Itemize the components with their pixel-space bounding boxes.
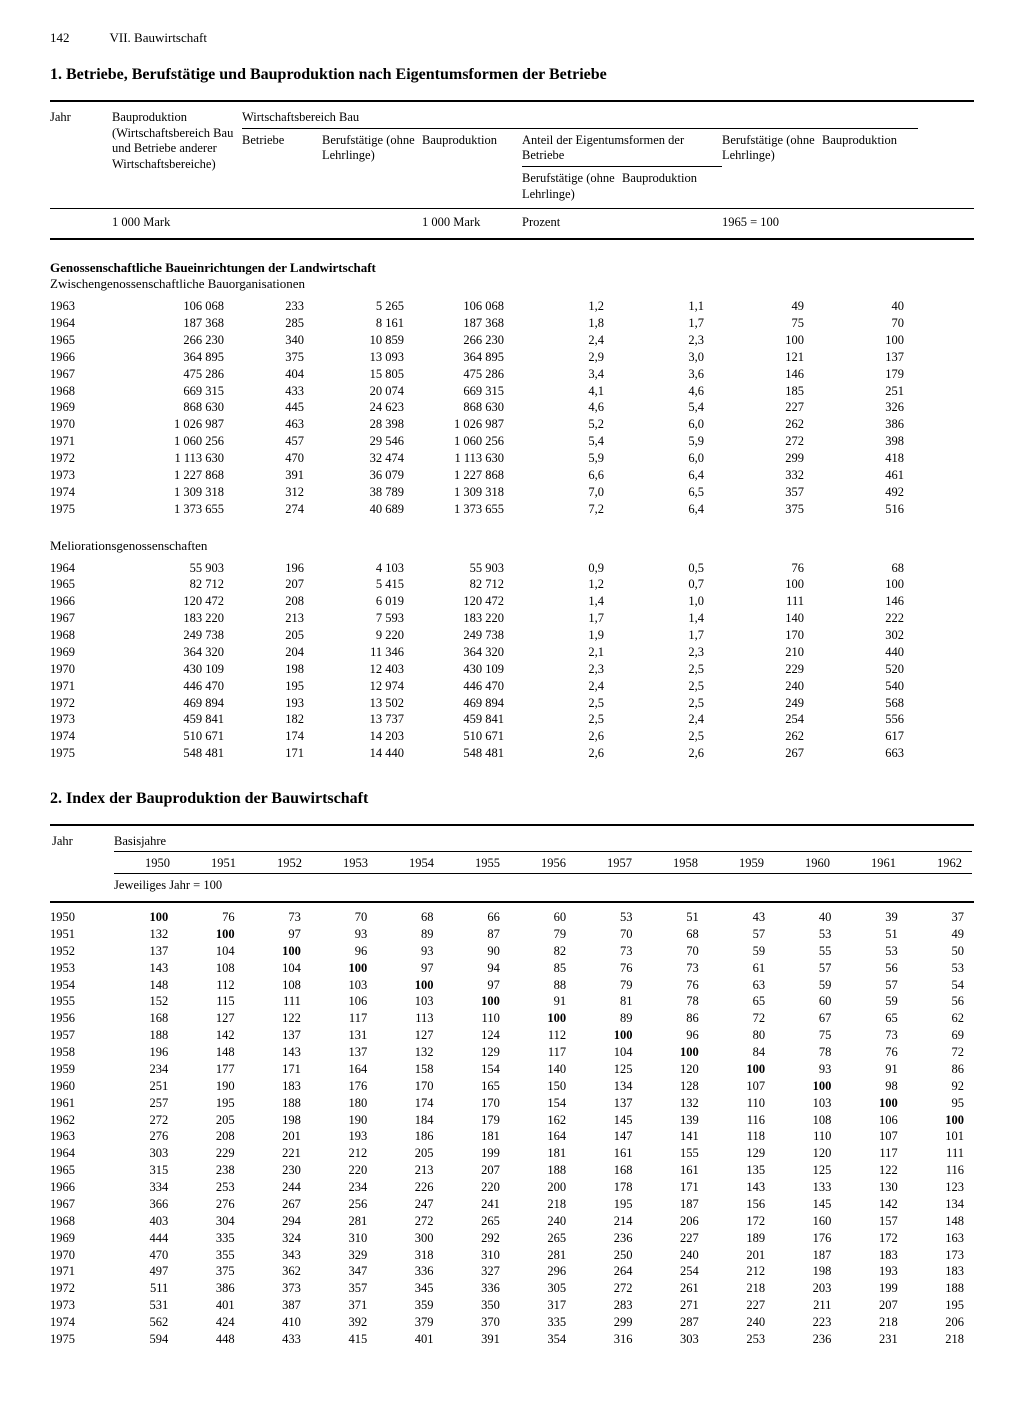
- table2-body: 1950100767370686660535143403937195113210…: [50, 909, 974, 1348]
- table-row: 19721 113 63047032 4741 113 6305,96,0299…: [50, 450, 974, 467]
- col-beruf: Berufstätige (ohne Lehrlinge): [322, 133, 422, 203]
- rule: [50, 100, 974, 102]
- table-row: 1965266 23034010 859266 2302,42,3100100: [50, 332, 974, 349]
- table-row: 195213710410096939082737059555350: [50, 943, 974, 960]
- col-anteil: Anteil der Eigentumsformen der Betriebe …: [522, 133, 722, 203]
- col-jahr: Jahr: [50, 108, 112, 128]
- table-row: 1967183 2202137 593183 2201,71,4140222: [50, 610, 974, 627]
- table-row: 196582 7122075 41582 7121,20,7100100: [50, 576, 974, 593]
- table-row: 1969444335324310300292265236227189176172…: [50, 1230, 974, 1247]
- page-header: 142 VII. Bauwirtschaft: [50, 30, 974, 46]
- table-row: 19701 026 98746328 3981 026 9875,26,0262…: [50, 416, 974, 433]
- table-row: 1967366276267256247241218195187156145142…: [50, 1196, 974, 1213]
- group-a-title: Genossenschaftliche Baueinrichtungen der…: [50, 260, 974, 292]
- table-row: 19571881421371311271241121009680757369: [50, 1027, 974, 1044]
- table-row: 1972511386373357345336305272261218203199…: [50, 1280, 974, 1297]
- table-row: 196455 9031964 10355 9030,90,57668: [50, 560, 974, 577]
- table1-header: Jahr Bauproduktion (Wirtschafts­bereich …: [50, 108, 974, 204]
- table-row: 1960251190183176170165150134128107100989…: [50, 1078, 974, 1095]
- table-row: 1975594448433415401391354316303253236231…: [50, 1331, 974, 1348]
- table-row: 19541481121081031009788797663595754: [50, 977, 974, 994]
- table-row: 1973531401387371359350317283271227211207…: [50, 1297, 974, 1314]
- col-bauprod-total: Bauproduktion (Wirtschafts­bereich Bau u…: [112, 108, 242, 175]
- table-row: 195819614814313713212911710410084787672: [50, 1044, 974, 1061]
- table-row: 1964303229221212205199181161155129120117…: [50, 1145, 974, 1162]
- rule: [50, 238, 974, 240]
- table-row: 1974562424410392379370335299287240223218…: [50, 1314, 974, 1331]
- table-row: 19511321009793898779706857535149: [50, 926, 974, 943]
- table-row: 1968403304294281272265240214206172160157…: [50, 1213, 974, 1230]
- table-row: 1970430 10919812 403430 1092,32,5229520: [50, 661, 974, 678]
- table-row: 1970470355343329318310281250240201187183…: [50, 1247, 974, 1264]
- col-bauprod: Bau­produktion: [422, 133, 522, 203]
- table-row: 1962272205198190184179162145139116108106…: [50, 1112, 974, 1129]
- table-row: 19711 060 25645729 5461 060 2565,45,9272…: [50, 433, 974, 450]
- table-row: 1967475 28640415 805475 2863,43,6146179: [50, 366, 974, 383]
- table-row: 1963106 0682335 265106 0681,21,14940: [50, 298, 974, 315]
- table1-units: 1 000 Mark 1 000 Mark Prozent 1965 = 100: [50, 213, 974, 232]
- table-row: 19751 373 65527440 6891 373 6557,26,4375…: [50, 501, 974, 518]
- table-row: 1953143108104100979485767361575653: [50, 960, 974, 977]
- table-row: 1966334253244234226220200178171143133130…: [50, 1179, 974, 1196]
- table-row: 1969364 32020411 346364 3202,12,3210440: [50, 644, 974, 661]
- col-idx-bauprod: Bau­produktion: [822, 133, 922, 203]
- table-row: 1963276208201193186181164147141118110107…: [50, 1128, 974, 1145]
- table-row: 1975548 48117114 440548 4812,62,6267663: [50, 745, 974, 762]
- table-row: 195515211511110610310091817865605956: [50, 993, 974, 1010]
- table1-group-b: 196455 9031964 10355 9030,90,57668196582…: [50, 560, 974, 763]
- table-row: 1968249 7382059 220249 7381,91,7170302: [50, 627, 974, 644]
- table-row: 1950100767370686660535143403937: [50, 909, 974, 926]
- table1-group-a: 1963106 0682335 265106 0681,21,149401964…: [50, 298, 974, 517]
- table-row: 19741 309 31831238 7891 309 3187,06,5357…: [50, 484, 974, 501]
- page-number: 142: [50, 30, 70, 46]
- col-wirtschaft: Wirtschaftsbereich Bau Betriebe Berufstä…: [242, 108, 922, 204]
- table-row: 1969868 63044524 623868 6304,65,4227326: [50, 399, 974, 416]
- table-row: 1972469 89419313 502469 8942,52,5249568: [50, 695, 974, 712]
- table-row: 1965315238230220213207188168161135125122…: [50, 1162, 974, 1179]
- group-b-title: Meliorationsgenossenschaften: [50, 538, 974, 554]
- table-row: 1959234177171164158154140125120100939186: [50, 1061, 974, 1078]
- col-betriebe: Betriebe: [242, 133, 322, 203]
- table-row: 1964187 3682858 161187 3681,81,77570: [50, 315, 974, 332]
- table-row: 1971497375362347336327296264254212198193…: [50, 1263, 974, 1280]
- col-idx-beruf: Berufstätige (ohne Lehrlinge): [722, 133, 822, 203]
- table2-header: Jahr Basisjahre 195019511952195319541955…: [50, 832, 974, 895]
- section2-title: 2. Index der Bauproduktion der Bauwirtsc…: [50, 790, 974, 808]
- rule: [50, 208, 974, 209]
- table-row: 1968669 31543320 074669 3154,14,6185251: [50, 383, 974, 400]
- rule: [50, 901, 974, 903]
- table-row: 1966364 89537513 093364 8952,93,0121137: [50, 349, 974, 366]
- section1-title: 1. Betriebe, Berufstätige und Bauprodukt…: [50, 66, 974, 84]
- table-row: 1961257195188180174170154137132110103100…: [50, 1095, 974, 1112]
- table-row: 19731 227 86839136 0791 227 8686,66,4332…: [50, 467, 974, 484]
- chapter-title: VII. Bauwirtschaft: [110, 30, 207, 46]
- table-row: 1956168127122117113110100898672676562: [50, 1010, 974, 1027]
- table-row: 1973459 84118213 737459 8412,52,4254556: [50, 711, 974, 728]
- table-row: 1971446 47019512 974446 4702,42,5240540: [50, 678, 974, 695]
- table-row: 1966120 4722086 019120 4721,41,0111146: [50, 593, 974, 610]
- table-row: 1974510 67117414 203510 6712,62,5262617: [50, 728, 974, 745]
- rule: [50, 824, 974, 826]
